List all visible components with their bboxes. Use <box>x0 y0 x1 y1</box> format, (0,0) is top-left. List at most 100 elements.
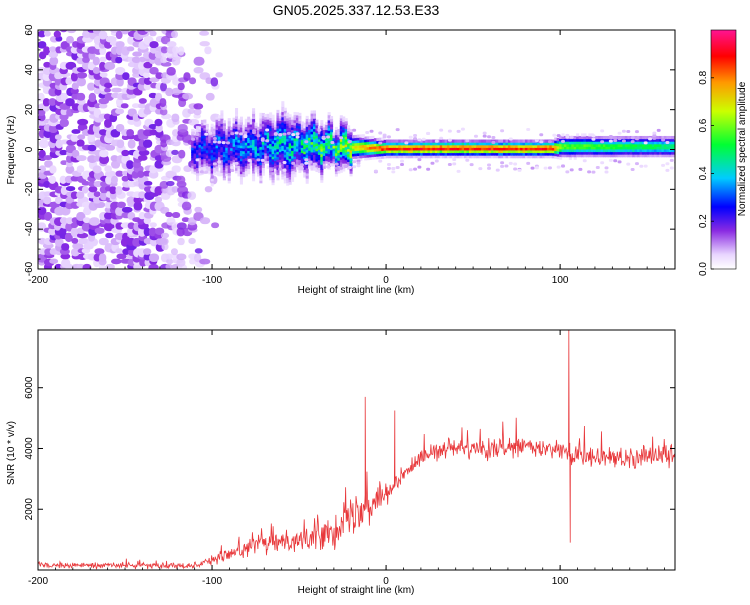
spectrogram-band-halo <box>413 133 418 137</box>
spectrogram-band-cell <box>242 124 246 128</box>
spectrogram-band-cell <box>278 128 282 132</box>
spectrogram-noise-cell <box>154 118 163 127</box>
spectrogram-band-cell <box>595 143 599 147</box>
spectrogram-band-cell <box>617 154 621 158</box>
spectrogram-band-cell <box>459 144 463 148</box>
spectrogram-band-cell <box>239 142 243 146</box>
spectrogram-band-halo <box>552 133 557 137</box>
spectrogram-band-cell <box>673 141 675 145</box>
spectrogram-band-cell <box>673 148 675 153</box>
spectrogram-band-cell <box>196 131 200 135</box>
spectrogram-band-halo <box>434 139 439 143</box>
spectrogram-band-cell <box>271 132 275 136</box>
spectrogram-band-cell <box>602 135 606 140</box>
spectrogram-band-cell <box>505 152 509 156</box>
spectrogram-band-cell <box>315 137 319 141</box>
spectrogram-band-halo <box>312 167 317 171</box>
spectrogram-band-cell <box>213 133 217 137</box>
spectrogram-band-cell <box>607 143 611 147</box>
spectrogram-band-cell <box>442 147 446 151</box>
spectrogram-band-cell <box>600 154 604 158</box>
spectrogram-band-cell <box>327 145 331 149</box>
spectrogram-band-cell <box>330 121 334 125</box>
spectrogram-band-cell <box>624 138 628 142</box>
spectrogram-band-cell <box>254 148 258 152</box>
spectrogram-band-cell <box>293 153 297 157</box>
spectrogram-band-cell <box>361 141 365 146</box>
spectrogram-band-cell <box>322 155 326 159</box>
spectrogram-band-cell <box>578 141 582 145</box>
spectrogram-band-cell <box>237 142 241 146</box>
spectrogram-band-cell <box>590 151 594 155</box>
spectrogram-band-halo <box>221 141 226 145</box>
spectrogram-band-cell <box>256 139 260 143</box>
spectrogram-band-cell <box>588 135 592 140</box>
spectrogram-band-cell <box>444 155 448 159</box>
spectrogram-band-cell <box>196 149 200 153</box>
spectrogram-band-cell <box>225 170 229 174</box>
spectrogram-band-cell <box>237 123 241 128</box>
spectrogram-band-cell <box>237 134 241 138</box>
spectrogram-band-cell <box>266 144 270 149</box>
spectrogram-band-cell <box>276 138 280 142</box>
spectrogram-band-cell <box>320 164 324 168</box>
spectrogram-band-cell <box>337 147 341 151</box>
spectrogram-band-cell <box>205 134 209 138</box>
spectrogram-noise-cell <box>54 263 63 269</box>
spectrogram-band-cell <box>300 131 304 135</box>
spectrogram-noise-cell <box>60 253 71 260</box>
spectrogram-band-cell <box>312 131 317 135</box>
spectrogram-band-cell <box>191 160 195 164</box>
spectrogram-band-cell <box>242 153 246 157</box>
spectrogram-band-cell <box>210 134 214 138</box>
spectrogram-band-cell <box>330 136 334 140</box>
spectrogram-band-cell <box>208 142 212 146</box>
spectrogram-band-cell <box>293 122 297 126</box>
spectrogram-band-cell <box>278 123 282 127</box>
spectrogram-noise-cell <box>59 30 68 33</box>
spectrogram-band-cell <box>227 156 231 161</box>
spectrogram-band-cell <box>529 147 533 151</box>
spectrogram-band-cell <box>559 143 563 147</box>
spectrogram-band-cell <box>293 168 297 173</box>
spectrogram-band-cell <box>632 143 636 147</box>
spectrogram-band-cell <box>191 162 195 166</box>
spectrogram-band-cell <box>295 156 299 160</box>
spectrogram-band-cell <box>432 144 436 148</box>
spectrogram-band-cell <box>356 139 360 144</box>
spectrogram-band-cell <box>269 153 273 157</box>
spectrogram-band-cell <box>276 122 280 127</box>
spectrogram-band-cell <box>412 149 416 154</box>
spectrogram-band-cell <box>298 162 302 166</box>
spectrogram-band-cell <box>312 141 317 145</box>
spectrogram-noise-cell <box>210 77 219 87</box>
spectrogram-band-cell <box>298 136 302 140</box>
spectrogram-band-cell <box>256 155 260 159</box>
spectrogram-band-cell <box>249 126 253 130</box>
spectrogram-band-cell <box>291 126 295 131</box>
spectrogram-band-cell <box>310 128 314 132</box>
spectrogram-band-cell <box>369 143 373 148</box>
spectrogram-band-cell <box>466 142 470 146</box>
spectrogram-band-cell <box>312 123 317 127</box>
spectrogram-band-cell <box>488 139 492 143</box>
spectrogram-band-cell <box>210 128 214 133</box>
spectrogram-band-cell <box>266 152 270 156</box>
spectrogram-band-cell <box>298 112 302 117</box>
spectrogram-band-cell <box>264 157 268 162</box>
spectrogram-band-cell <box>312 118 317 122</box>
spectrogram-band-cell <box>617 148 621 153</box>
spectrogram-band-cell <box>554 147 558 152</box>
spectrogram-band-cell <box>661 143 665 147</box>
spectrogram-band-cell <box>237 160 241 164</box>
spectrogram-noise-cell <box>59 149 68 156</box>
spectrogram-band-cell <box>361 152 365 156</box>
spectrogram-band-cell <box>422 155 426 159</box>
spectrogram-band-halo <box>365 131 370 135</box>
spectrogram-band-cell <box>556 148 560 152</box>
spectrogram-noise-cell <box>38 41 47 49</box>
spectrogram-band-cell <box>315 132 319 136</box>
spectrogram-band-cell <box>390 149 394 154</box>
spectrogram-band-cell <box>247 142 251 146</box>
spectrogram-band-cell <box>222 148 226 152</box>
